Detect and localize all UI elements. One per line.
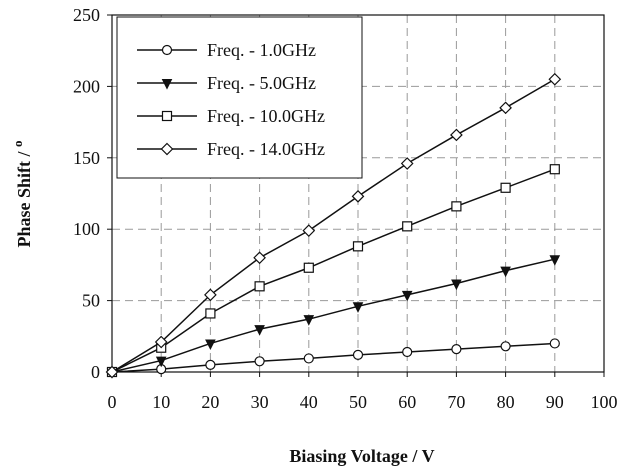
legend-marker [161,79,173,90]
data-point [205,339,216,351]
data-point [205,308,216,319]
legend-marker [160,142,174,156]
series-4 [105,72,562,379]
data-point [451,201,462,212]
x-tick-label: 70 [447,392,465,412]
y-tick-label: 200 [73,76,100,96]
legend-label: Freq. - 14.0GHz [207,139,325,159]
x-tick-label: 10 [152,392,170,412]
data-point [302,224,316,237]
data-point [402,221,413,232]
y-axis-title-text: Phase Shift / [14,147,34,248]
data-point [451,279,462,291]
axes [107,14,605,377]
data-point [303,353,314,364]
x-tick-label: 60 [398,392,416,412]
x-tick-label: 50 [349,392,367,412]
series-line [111,168,556,373]
legend-marker [161,110,173,122]
legend-box [116,16,363,179]
data-point [155,356,167,368]
legend-item: Freq. - 5.0GHz [137,73,316,93]
y-tick-label: 50 [82,291,100,311]
legend-item: Freq. - 1.0GHz [137,40,316,60]
legend-label: Freq. - 10.0GHz [207,106,325,126]
y-tick-label: 0 [91,362,100,382]
legend-label: Freq. - 1.0GHz [207,40,316,60]
data-point [254,281,265,292]
data-point [254,325,265,336]
x-tick-label: 40 [300,392,318,412]
data-point [351,190,365,203]
y-tick-label: 250 [73,5,100,25]
x-tick-label: 30 [251,392,269,412]
data-point [549,164,560,175]
data-point [548,72,562,86]
data-point [204,288,217,302]
data-point [352,241,364,252]
data-point [352,349,364,360]
data-point [549,338,560,349]
series-line [111,258,555,373]
legend-item: Freq. - 10.0GHz [137,106,325,126]
data-point [253,251,266,265]
data-point [352,302,364,313]
series-2 [106,255,561,379]
tick-labels: 0 10 20 30 40 50 60 70 80 90 100 0 50 100 150 200 250 [73,5,618,412]
y-axis-title-unit: o [10,140,25,147]
data-point [303,315,315,326]
series-3 [106,164,560,378]
series-group [105,72,562,379]
legend: Freq. - 1.0GHz Freq. - 5.0GHz Freq. - 10.0… [116,16,363,179]
data-point [205,359,216,370]
data-point [450,128,463,142]
series-line [111,342,555,373]
legend-item: Freq. - 14.0GHz [137,139,325,159]
data-point [254,356,265,367]
data-point [500,182,511,193]
data-point [105,365,119,379]
x-tick-label: 80 [497,392,515,412]
x-tick-label: 90 [546,392,564,412]
data-point [154,335,168,349]
data-point [401,290,413,302]
y-tick-label: 150 [73,148,100,168]
series-1 [106,338,560,378]
data-point [499,101,512,115]
x-tick-label: 20 [201,392,219,412]
y-axis-title: Phase Shift / o [10,140,34,247]
data-point [549,255,561,266]
x-axis-title: Biasing Voltage / V [289,446,434,466]
series-line [111,78,556,373]
data-point [500,341,511,352]
data-point [400,157,414,170]
x-tick-label: 0 [108,392,117,412]
data-point [303,262,314,273]
legend-marker [161,44,173,56]
data-point [402,346,413,358]
x-tick-label: 100 [591,392,618,412]
y-tick-label: 100 [73,219,100,239]
data-point [500,266,511,278]
legend-label: Freq. - 5.0GHz [207,73,316,93]
data-point [451,344,462,355]
